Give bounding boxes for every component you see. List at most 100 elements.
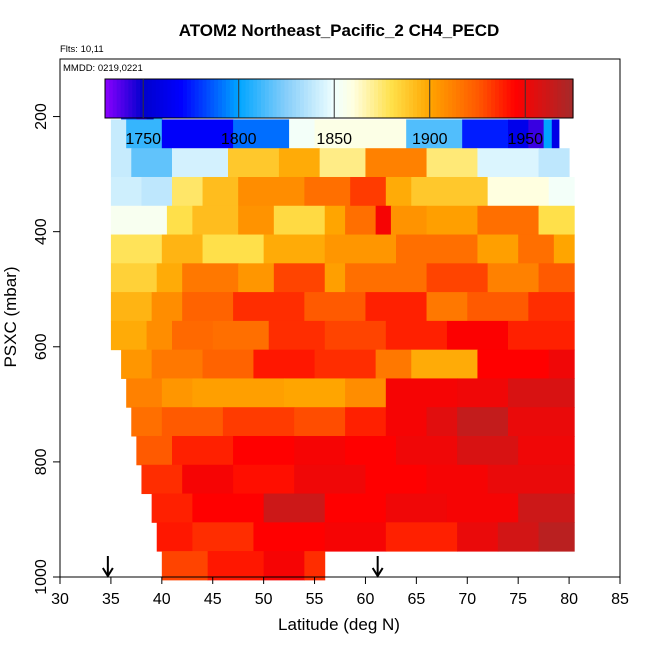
heatmap-cell bbox=[375, 205, 392, 236]
y-tick-label: 200 bbox=[33, 103, 50, 130]
heatmap-cell bbox=[508, 407, 575, 437]
y-axis-label: PSXC (mbar) bbox=[1, 266, 20, 367]
colorbar-swatch bbox=[245, 79, 250, 118]
heatmap-cell bbox=[172, 176, 204, 207]
heatmap-cell bbox=[151, 292, 183, 322]
y-axis: 200 400 600 800 1000 bbox=[33, 103, 61, 595]
colorbar-swatch bbox=[276, 79, 282, 118]
colorbar-swatch bbox=[194, 79, 200, 118]
heatmap-cell bbox=[324, 234, 397, 264]
heatmap-cell bbox=[233, 292, 305, 322]
colorbar-swatch bbox=[401, 79, 406, 118]
colorbar-swatch bbox=[155, 79, 161, 118]
heatmap-cell bbox=[385, 320, 448, 351]
heatmap-cell bbox=[538, 263, 575, 293]
heatmap-cell bbox=[161, 119, 234, 149]
colorbar-swatch bbox=[541, 79, 547, 118]
x-tick-label: 35 bbox=[102, 591, 120, 608]
heatmap-cell bbox=[166, 205, 193, 236]
heatmap-cell bbox=[207, 551, 265, 581]
colorbar-tick-label: 1900 bbox=[412, 131, 448, 148]
colorbar-swatch bbox=[432, 79, 438, 118]
heatmap-cell bbox=[345, 205, 377, 236]
heatmap-cell bbox=[365, 292, 428, 322]
heatmap-cell bbox=[192, 522, 254, 552]
heatmap-cell bbox=[263, 493, 326, 523]
heatmap-cell bbox=[294, 435, 346, 466]
heatmap-cell bbox=[212, 320, 270, 351]
colorbar-swatch bbox=[331, 79, 336, 118]
x-tick-label: 85 bbox=[611, 591, 629, 608]
colorbar-swatch bbox=[428, 79, 434, 118]
heatmap-cell bbox=[131, 407, 163, 437]
colorbar-swatch bbox=[167, 79, 172, 118]
colorbar-swatch bbox=[171, 79, 176, 118]
colorbar-swatch bbox=[249, 79, 254, 118]
heatmap-cell bbox=[385, 522, 458, 552]
heatmap-cell bbox=[314, 349, 377, 379]
heatmap-cell bbox=[543, 119, 553, 149]
heatmap-cell bbox=[304, 176, 351, 207]
heatmap-cell bbox=[385, 493, 448, 523]
x-tick-label: 70 bbox=[458, 591, 476, 608]
y-tick-label: 800 bbox=[33, 448, 50, 475]
heatmap-cell bbox=[294, 407, 346, 437]
heatmap-cell bbox=[253, 349, 316, 379]
heatmap-cell bbox=[278, 148, 321, 178]
heatmap-cell bbox=[110, 234, 163, 264]
heatmap-cell bbox=[518, 493, 575, 523]
colorbar-swatch bbox=[218, 79, 223, 118]
heatmap-cell bbox=[161, 234, 204, 264]
colorbar-swatch bbox=[526, 79, 531, 118]
chart-title: ATOM2 Northeast_Pacific_2 CH4_PECD bbox=[179, 21, 500, 40]
heatmap-cell bbox=[110, 148, 132, 178]
colorbar-swatch bbox=[323, 79, 328, 118]
colorbar-swatch bbox=[229, 79, 235, 118]
colorbar-swatch bbox=[144, 79, 149, 118]
heatmap-cell bbox=[457, 435, 519, 466]
colorbar-swatch bbox=[479, 79, 484, 118]
date-annotation: MMDD: 0219,0221 bbox=[63, 63, 143, 74]
heatmap-cell bbox=[146, 320, 173, 351]
colorbar-swatch bbox=[417, 79, 422, 118]
heatmap-cell bbox=[172, 148, 229, 178]
heatmap-cell bbox=[477, 234, 519, 264]
heatmap-cell bbox=[345, 263, 428, 293]
heatmap-cell bbox=[345, 435, 397, 466]
heatmap-cell bbox=[110, 292, 153, 322]
heatmap-cell bbox=[426, 148, 478, 178]
x-tick-label: 65 bbox=[407, 591, 425, 608]
colorbar-swatch bbox=[545, 79, 551, 118]
colorbar-swatch bbox=[307, 79, 313, 118]
heatmap-cell bbox=[136, 435, 173, 466]
colorbar-swatch bbox=[448, 79, 453, 118]
colorbar-swatch bbox=[296, 79, 301, 118]
colorbar-swatch bbox=[257, 79, 262, 118]
colorbar-tick-label: 1800 bbox=[221, 131, 257, 148]
colorbar-swatch bbox=[288, 79, 293, 118]
colorbar-swatch bbox=[381, 79, 387, 118]
colorbar-swatch bbox=[311, 79, 317, 118]
colorbar-swatch bbox=[108, 79, 114, 118]
heatmap-cell bbox=[161, 378, 193, 408]
heatmap-cell bbox=[385, 407, 428, 437]
colorbar-tick-label: 1750 bbox=[125, 131, 161, 148]
heatmap-cell bbox=[182, 263, 239, 293]
flights-annotation: Flts: 10,11 bbox=[60, 44, 104, 55]
heatmap-cell bbox=[319, 148, 366, 178]
colorbar-swatch bbox=[335, 79, 340, 118]
heatmap-cell bbox=[411, 349, 478, 379]
heatmap-cell bbox=[487, 464, 575, 495]
colorbar-swatch bbox=[261, 79, 266, 118]
colorbar-swatch bbox=[537, 79, 543, 118]
colorbar-swatch bbox=[530, 79, 535, 118]
heatmap-cell bbox=[528, 119, 545, 149]
colorbar-swatch bbox=[354, 79, 360, 118]
colorbar-swatch bbox=[151, 79, 157, 118]
flight-arrow bbox=[371, 556, 384, 578]
heatmap-cell bbox=[161, 407, 224, 437]
heatmap-cell bbox=[238, 263, 275, 293]
heatmap-cell bbox=[156, 522, 193, 552]
heatmap-cell bbox=[477, 205, 540, 236]
heatmap-cell bbox=[426, 205, 478, 236]
